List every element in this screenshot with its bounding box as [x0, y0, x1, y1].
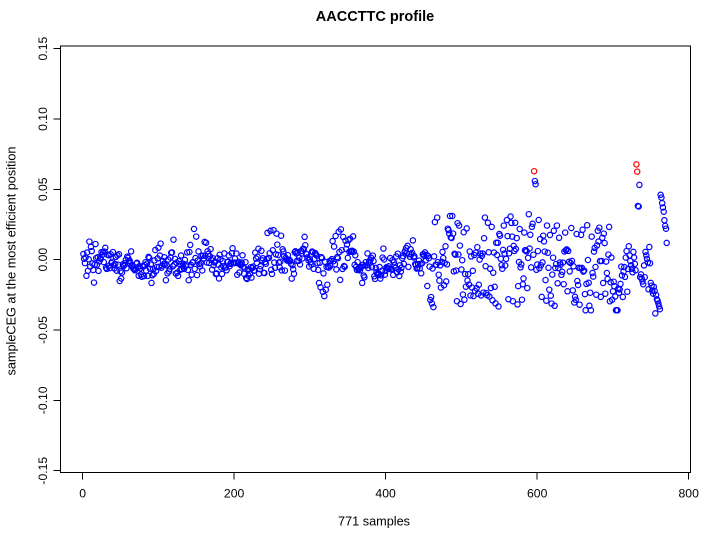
- svg-text:AACCTTC profile: AACCTTC profile: [316, 9, 434, 25]
- svg-text:200: 200: [224, 487, 245, 501]
- svg-text:600: 600: [527, 487, 548, 501]
- svg-text:400: 400: [375, 487, 396, 501]
- svg-text:771 samples: 771 samples: [338, 515, 410, 529]
- svg-text:sampleCEG at the most efficien: sampleCEG at the most efficient position: [5, 147, 19, 376]
- svg-text:-0.15: -0.15: [36, 457, 50, 485]
- svg-text:-0.10: -0.10: [36, 386, 50, 414]
- svg-text:-0.05: -0.05: [36, 316, 50, 344]
- svg-text:0.10: 0.10: [36, 107, 50, 131]
- svg-text:0.15: 0.15: [36, 37, 50, 61]
- svg-text:0: 0: [79, 487, 86, 501]
- svg-text:0.05: 0.05: [36, 177, 50, 201]
- svg-text:800: 800: [679, 487, 700, 501]
- svg-text:0.00: 0.00: [36, 248, 50, 272]
